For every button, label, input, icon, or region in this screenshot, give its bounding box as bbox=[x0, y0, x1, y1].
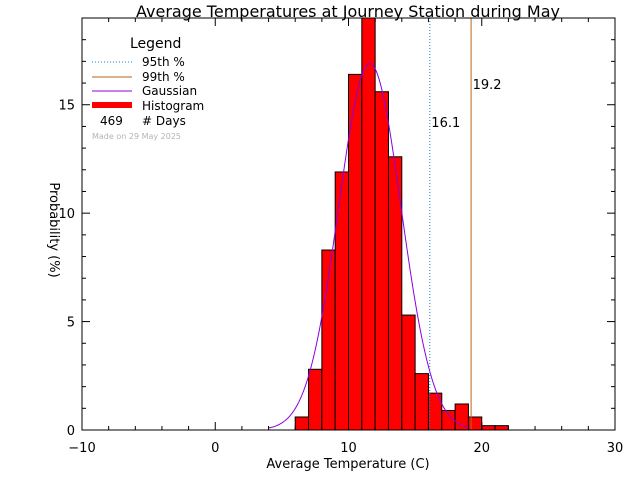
histogram-bar bbox=[361, 17, 376, 431]
histogram-bar bbox=[401, 314, 416, 431]
y-tick-label: 10 bbox=[58, 207, 75, 222]
x-axis-label: Average Temperature (C) bbox=[266, 457, 429, 472]
made-on-note: Made on 29 May 2025 bbox=[92, 132, 181, 141]
y-tick-label: 15 bbox=[58, 99, 75, 114]
legend-histogram-label: Histogram bbox=[142, 99, 204, 113]
histogram-bar bbox=[494, 425, 509, 431]
gaussian-curve bbox=[268, 63, 469, 429]
y-axis-label: Probability (%) bbox=[46, 182, 61, 277]
y-tick-label: 5 bbox=[67, 316, 75, 331]
histogram-bar bbox=[374, 91, 389, 431]
legend-histogram-swatch bbox=[92, 102, 132, 108]
histogram-bar bbox=[454, 403, 469, 431]
x-tick-label: 30 bbox=[607, 441, 624, 456]
legend-p99-label: 99th % bbox=[142, 70, 185, 84]
chart-title: Average Temperatures at Journey Station … bbox=[136, 2, 560, 21]
legend-title: Legend bbox=[130, 36, 181, 52]
x-tick-label: −10 bbox=[68, 441, 95, 456]
x-tick-label: 0 bbox=[211, 441, 219, 456]
histogram-bar bbox=[441, 409, 456, 431]
histogram-bar bbox=[294, 416, 310, 431]
legend-days-label: # Days bbox=[142, 114, 186, 128]
p99-value-label: 19.2 bbox=[473, 78, 502, 93]
legend-p95-label: 95th % bbox=[142, 55, 185, 69]
histogram-bar bbox=[334, 171, 349, 431]
histogram-bar bbox=[481, 425, 496, 431]
x-tick-label: 20 bbox=[473, 441, 490, 456]
legend: Legend 95th % 99th % Gaussian Histogram … bbox=[92, 36, 204, 141]
axis-ticks bbox=[81, 17, 616, 431]
histogram-bar bbox=[308, 368, 323, 431]
histogram-bar bbox=[467, 416, 483, 431]
y-tick-label: 0 bbox=[67, 424, 75, 439]
legend-gaussian-label: Gaussian bbox=[142, 84, 197, 98]
legend-days-count: 469 bbox=[100, 114, 123, 128]
histogram-bar bbox=[414, 373, 429, 431]
p95-value-label: 16.1 bbox=[431, 116, 460, 131]
x-tick-label: 10 bbox=[340, 441, 357, 456]
